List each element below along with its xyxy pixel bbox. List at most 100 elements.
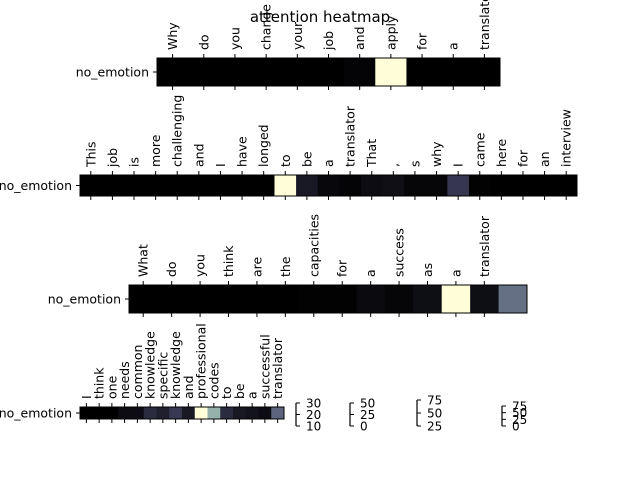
token-label: a (321, 159, 336, 167)
chart-title: attention heatmap (250, 8, 390, 26)
heatmap-cell (356, 285, 386, 313)
colorbar-tick-label: 75 (427, 394, 442, 408)
token-label: codes (206, 362, 221, 399)
token-label: capacities (306, 214, 321, 277)
token-label: translator (477, 215, 492, 277)
token-label: apply (383, 15, 398, 50)
heatmap-cell (131, 407, 145, 419)
row-label: no_emotion (48, 292, 121, 307)
token-label: have (235, 136, 250, 167)
colorbar-tick-label: 20 (306, 408, 321, 422)
token-label: job (105, 148, 120, 168)
token-label: for (415, 32, 430, 50)
heatmap-cell (317, 175, 340, 196)
heatmap-cell (157, 285, 187, 313)
heatmap-cell (281, 58, 314, 86)
token-label: What (136, 244, 151, 277)
heatmap-cell (382, 175, 405, 196)
heatmap-cell (185, 285, 215, 313)
token-label: an (537, 151, 552, 167)
heatmap-cell (271, 407, 285, 419)
heatmap-row-4: Ithinkoneneedscommonknowledgespecifickno… (0, 323, 285, 423)
heatmap-row-1: Why do you change your job and apply for a transla… (76, 0, 501, 90)
heatmap-cell (129, 285, 158, 313)
heatmap-cell (468, 58, 501, 86)
heatmap-cell (209, 175, 232, 196)
heatmap-cell (252, 175, 275, 196)
heatmap-cell (169, 407, 183, 419)
heatmap-cell (512, 175, 535, 196)
token-label: you (227, 27, 242, 50)
token-label: knowledge (168, 331, 183, 399)
token-label: is (127, 157, 142, 167)
heatmap-row-3: What do you think are the capacities for a succes… (48, 214, 528, 317)
heatmap-cell (425, 175, 448, 196)
heatmap-cell (194, 407, 208, 419)
token-label: your (290, 21, 305, 50)
heatmap-cell (92, 407, 106, 419)
heatmap-cell (80, 175, 103, 196)
row-label: no_emotion (0, 178, 72, 193)
token-label: interview (559, 109, 574, 167)
colorbar-tick-label: 75 (512, 400, 527, 414)
colorbar-tick-label: 0 (360, 420, 368, 434)
heatmap-cell (498, 285, 528, 313)
heatmap-cell (118, 407, 132, 419)
heatmap-cell (166, 175, 189, 196)
token-label: knowledge (143, 331, 158, 399)
colorbar-tick-label: 30 (306, 397, 321, 411)
heatmap-cell (156, 407, 170, 419)
token-label: for (335, 259, 350, 277)
token-label: as (420, 263, 435, 277)
heatmap-rows: Why do you change your job and apply for a transla… (0, 0, 578, 423)
heatmap-cell (144, 175, 167, 196)
token-label: s (407, 160, 422, 167)
heatmap-cell (490, 175, 513, 196)
heatmap-cell (384, 285, 414, 313)
heatmap-cell (406, 58, 439, 86)
token-label: specific (155, 352, 170, 399)
token-label: success (392, 228, 407, 277)
heatmap-cell (470, 285, 499, 313)
colorbar-tick-label: 25 (360, 408, 375, 422)
token-label: needs (117, 361, 132, 399)
heatmap-cell (245, 407, 259, 419)
heatmap-cell (404, 175, 427, 196)
colorbar-tick-label: 50 (427, 407, 442, 421)
colorbar-tick-label: 0 (512, 420, 520, 434)
token-label: do (196, 34, 211, 50)
token-label: I (79, 395, 94, 399)
token-label: job (321, 31, 336, 51)
heatmap-cell (299, 285, 329, 313)
colorbar-tick-label: 25 (427, 420, 442, 434)
heatmap-cell (219, 58, 251, 86)
token-label: , (386, 163, 401, 167)
token-label: one (104, 375, 119, 399)
token-label: Why (165, 22, 180, 50)
heatmap-cell (123, 175, 146, 196)
heatmap-cell (220, 407, 234, 419)
token-label: do (164, 261, 179, 277)
token-label: and (181, 375, 196, 399)
token-label: for (515, 149, 530, 167)
row-label: no_emotion (0, 406, 72, 421)
token-label: professional (194, 323, 209, 399)
token-label: why (429, 141, 444, 167)
heatmap-cell (447, 175, 470, 196)
token-label: the (278, 256, 293, 277)
token-label: to (219, 386, 234, 399)
token-label: a (446, 42, 461, 50)
heatmap-cell (344, 58, 376, 86)
colorbar-tick-label: 25 (512, 413, 527, 427)
heatmap-cell (375, 58, 407, 86)
token-label: translator (343, 105, 358, 167)
heatmap-cell (413, 285, 443, 313)
heatmap-cell (105, 407, 119, 419)
heatmap-cell (242, 285, 272, 313)
colorbar-tick-label: 10 (306, 420, 321, 434)
heatmap-cell (250, 58, 283, 86)
token-label: change (259, 4, 274, 50)
